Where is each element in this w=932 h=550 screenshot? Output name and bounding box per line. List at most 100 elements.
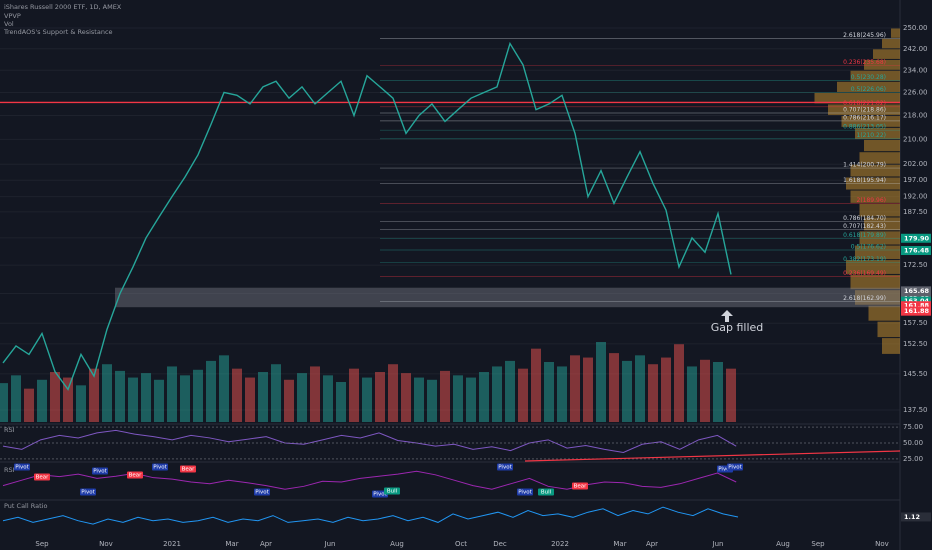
signal-tag (254, 488, 270, 496)
price-badge-label: 165.68 (904, 287, 930, 295)
fib-label: 0.618(221.02) (843, 100, 886, 107)
price-line (2, 41, 732, 391)
x-tick-label: Aug (390, 540, 404, 548)
price-badge (901, 246, 931, 256)
volume-profile-bar (855, 127, 900, 139)
volume-profile-bar (850, 70, 900, 81)
volume-bar (401, 373, 411, 422)
signal-label: Pivot (498, 465, 512, 471)
signal-label: Pivot (518, 490, 532, 496)
indicator-label: Vol (4, 20, 14, 28)
signal-tag (497, 463, 513, 471)
volume-profile-bar (864, 139, 900, 152)
volume-profile-bar (864, 59, 900, 70)
volume-bar (427, 379, 437, 422)
y-tick-label: 242.00 (903, 45, 928, 53)
volume-profile-bar (850, 190, 900, 203)
y-tick-label: 192.00 (903, 193, 928, 201)
volume-bar (440, 370, 450, 422)
signal-tag (127, 471, 143, 479)
fib-label: 0.5(230.28) (851, 74, 886, 81)
volume-bar (63, 377, 73, 422)
fib-label: 1.414(200.79) (843, 162, 886, 169)
fib-label: 0.707(218.86) (843, 107, 886, 114)
signal-label: Pivot (15, 465, 29, 471)
volume-bar (479, 372, 489, 422)
volume-bar (180, 375, 190, 422)
fib-label: 1(210.22) (857, 132, 887, 139)
fib-label: 2.618(162.99) (843, 295, 886, 302)
fib-label: 2(189.96) (857, 197, 887, 204)
fib-label: 0.618(179.89) (843, 232, 886, 239)
volume-bar (245, 377, 255, 422)
volume-bar (115, 370, 125, 422)
x-tick-label: Apr (260, 540, 272, 548)
volume-profile-bar (882, 38, 900, 49)
volume-bar (232, 368, 242, 422)
volume-bar (648, 364, 658, 422)
signal-label: Bear (36, 475, 50, 481)
volume-bar (102, 364, 112, 422)
fib-label: 0.236(169.49) (843, 270, 886, 277)
y-tick-label: 250.00 (903, 24, 928, 32)
y-tick-label: 145.50 (903, 370, 928, 378)
signal-label: Pivot (728, 465, 742, 471)
volume-bar (89, 368, 99, 422)
gap-zone (115, 287, 900, 308)
x-tick-label: Nov (875, 540, 889, 548)
x-tick-label: 2021 (163, 540, 181, 548)
volume-bar (154, 379, 164, 422)
volume-bar (297, 373, 307, 422)
volume-bar (492, 366, 502, 422)
trend-line (524, 450, 901, 462)
fib-label: 0.707(182.43) (843, 223, 886, 230)
fib-label: 0.786(184.70) (843, 215, 886, 222)
x-tick-label: Mar (225, 540, 238, 548)
value-badge (901, 512, 931, 522)
volume-bar (206, 360, 216, 422)
pcr-line (2, 506, 739, 525)
indicator-label: VPVP (4, 12, 21, 20)
price-badge-label: 163.04 (904, 297, 930, 305)
x-tick-label: Oct (455, 540, 467, 548)
x-tick-label: Apr (646, 540, 658, 548)
volume-profile-bar (877, 321, 900, 338)
y-tick-label: 157.50 (903, 319, 928, 327)
volume-profile-bar (846, 260, 900, 274)
x-tick-label: Dec (493, 540, 507, 548)
volume-bar (531, 348, 541, 422)
fib-label: 0.886(213.05) (843, 124, 886, 131)
volume-profile-bar (850, 274, 900, 290)
volume-profile-bar (846, 177, 900, 190)
price-badge-label: 161.88 (904, 307, 930, 315)
volume-bar (310, 366, 320, 422)
signal-tag (384, 487, 400, 495)
volume-bar (284, 379, 294, 422)
volume-profile-bar (864, 217, 900, 231)
volume-bar (37, 379, 47, 422)
signal-tag (517, 488, 533, 496)
volume-profile-bar (882, 338, 900, 354)
x-tick-label: 2022 (551, 540, 569, 548)
y-tick-label: 75.00 (903, 423, 923, 431)
volume-profile-bar (873, 49, 900, 59)
volume-bar (11, 375, 21, 422)
volume-bar (466, 377, 476, 422)
price-badge (901, 306, 931, 316)
y-tick-label: 218.00 (903, 112, 928, 120)
signal-label: Bear (182, 467, 196, 473)
signal-label: Pivot (718, 467, 732, 473)
volume-bar (193, 369, 203, 422)
fib-label: 2.618(245.96) (843, 32, 886, 39)
y-tick-label: 202.00 (903, 160, 928, 168)
volume-bar (583, 357, 593, 422)
signal-tag (80, 488, 96, 496)
volume-bar (24, 388, 34, 422)
volume-bar (271, 364, 281, 422)
signal-tag (538, 488, 554, 496)
y-tick-label: 226.00 (903, 88, 928, 96)
indicator-label: TrendAOS's Support & Resistance (3, 28, 113, 36)
volume-bar (700, 359, 710, 422)
